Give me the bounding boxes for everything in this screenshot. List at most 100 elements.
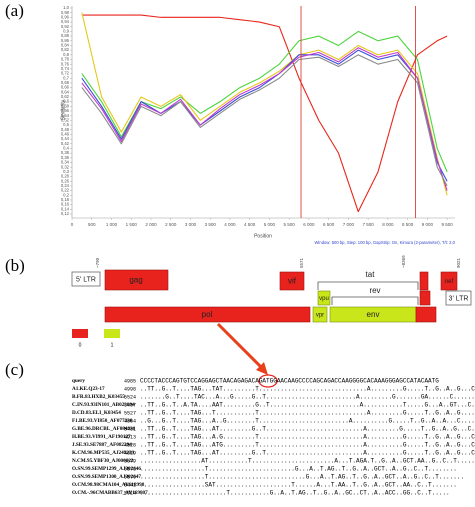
gene-label: gag [129, 276, 142, 285]
x-tick-label: 9 500 [441, 222, 453, 227]
legend-label: 1 [111, 342, 114, 348]
gene-box [419, 290, 431, 306]
y-tick-label: 0,56 [61, 108, 70, 113]
sequence: ..................T.....................… [140, 466, 457, 473]
sequence-start: 5437 [124, 402, 136, 408]
sequence-name: C.IN.93.93IN101_AB023804 [72, 402, 135, 408]
y-tick-label: 0,26 [61, 178, 70, 183]
sequence-name: D.CD.83.ELI_K03454 [72, 410, 121, 416]
panel-label: (a) [5, 1, 24, 20]
sequence-start: 4913 [124, 434, 136, 440]
gene-box [104, 269, 169, 291]
y-tick-label: 0,22 [61, 188, 70, 193]
sequence-start: 5481 [124, 426, 136, 432]
sequence-name: G.BE.96.DRCBL_AF084936 [72, 426, 136, 432]
x-tick-label: 4 000 [224, 222, 236, 227]
sequence: ..TT..G..T....TAG...TAT.........T.......… [140, 386, 475, 393]
series-line [81, 12, 448, 196]
gene-label: 5' LTR [76, 276, 96, 283]
series-line [81, 14, 448, 213]
gene-label: env [367, 310, 380, 319]
sequence: .................AT...........T.........… [140, 458, 475, 465]
y-tick-label: 0,46 [61, 132, 70, 137]
sequence-start: 5570 [124, 474, 136, 480]
x-tick-label: 5 000 [264, 222, 276, 227]
gene-box [415, 306, 437, 323]
y-tick-label: 0,48 [61, 127, 70, 132]
y-axis-label: Similarity [60, 99, 66, 120]
y-tick-label: 0,52 [61, 117, 70, 122]
y-tick-label: 0,98 [61, 10, 70, 15]
legend-label: 0 [79, 342, 82, 348]
y-tick-label: 0,44 [61, 136, 70, 141]
y-tick-label: 0,76 [61, 61, 70, 66]
gene-box [419, 271, 429, 291]
sequence: ..................SAT...................… [140, 482, 457, 489]
sequence: ..TT..G..T..A.TA....AAT.........G..T....… [140, 402, 475, 409]
x-tick-label: 8 000 [382, 222, 394, 227]
sequence: CCCCTACCCAGTGTCCAGGAGCTAACAGAGACAGATGGAA… [140, 378, 439, 385]
x-tick-label: 8 500 [402, 222, 414, 227]
exon-connector [331, 296, 419, 305]
gene-box [445, 290, 472, 306]
genome-map: 5' LTR gag vif tat nef vpu rev 3' LTR po… [71, 255, 472, 375]
y-tick-label: 0,42 [61, 141, 70, 146]
sequence-name: N.CM.95.YBF30_AJ006022 [72, 458, 134, 464]
gene-label: rev [369, 286, 380, 295]
x-tick-label: 3 500 [205, 222, 217, 227]
gene-box [71, 271, 101, 287]
y-tick-label: 0,18 [61, 197, 70, 202]
y-tick-label: 0,54 [61, 113, 70, 118]
sequence-start: 4828 [124, 442, 136, 448]
sequence: ..TT..G..T....TAG...A.G.........T.......… [140, 434, 475, 441]
x-tick-label: 500 [88, 222, 96, 227]
gene-box [312, 306, 328, 323]
legend-swatch [104, 329, 120, 338]
y-tick-label: 1,0 [63, 5, 69, 10]
sequence-start: 5441 [124, 482, 136, 488]
y-tick-label: 0,94 [61, 19, 70, 24]
y-tick-label: 0,92 [61, 24, 70, 29]
sequence: ..TT..G..T....TAG...ATG.........T.......… [140, 442, 475, 449]
x-tick-label: 7 500 [363, 222, 375, 227]
gene-box [440, 271, 458, 291]
sequence-start: 5578 [124, 466, 136, 472]
sequence-name: J.SE.93.SE7887_AF082394 [72, 442, 132, 448]
y-tick-label: 0,58 [61, 103, 70, 108]
position-label: 5571 [299, 257, 304, 268]
legend-swatch [72, 329, 88, 338]
series-line [81, 47, 448, 191]
sequence: ..TT..G..T....TAG...AT.........G..T.....… [140, 426, 475, 433]
y-tick-label: 0,7 [63, 75, 69, 80]
x-tick-label: 7 000 [343, 222, 355, 227]
sequence-name: O.SN.99.SEMP1300_AJ302647 [72, 474, 141, 480]
sequence-name: O.CM.-.96CMABB637_AY169807 [72, 490, 148, 496]
y-tick-label: 0,88 [61, 33, 70, 38]
y-tick-label: 0,36 [61, 155, 70, 160]
exon-connector [317, 281, 419, 290]
sequence: ..................T.....................… [140, 474, 464, 481]
y-tick-label: 0,24 [61, 183, 70, 188]
sequence-name: K.CM.96.MP535_AJ249239 [72, 450, 135, 456]
gene-box [104, 306, 311, 323]
y-tick-label: 0,3 [63, 169, 69, 174]
position-label: ~790 [95, 257, 100, 268]
position-label: 9021 [456, 257, 461, 268]
gene-label: vpu [319, 296, 329, 302]
x-tick-label: 9 000 [422, 222, 434, 227]
sequence-start: 4998 [124, 386, 136, 392]
gene-label: pol [202, 310, 213, 319]
sequence-start: 4819 [124, 450, 136, 456]
sequence-start: 5524 [124, 394, 136, 400]
y-tick-label: 0,84 [61, 43, 70, 48]
sequence-start: 5014 [124, 490, 136, 496]
sequence-name: A1.KE.Q23-17 [72, 386, 105, 392]
panel-label: (b) [5, 256, 25, 275]
series-line [81, 54, 448, 187]
gene-label: nef [445, 279, 454, 285]
y-tick-label: 0,72 [61, 71, 70, 76]
sequence-name: O.SN.99.SEMP1299_AJ302646 [72, 466, 141, 472]
x-tick-label: 2 000 [145, 222, 157, 227]
panel-label: (c) [5, 360, 24, 379]
